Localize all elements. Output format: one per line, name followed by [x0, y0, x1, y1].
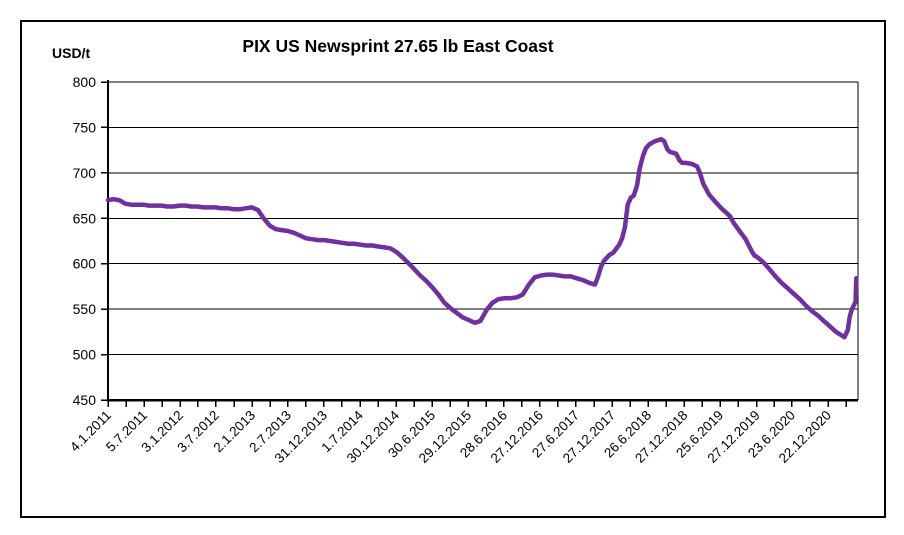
y-axis-unit-label: USD/t: [52, 45, 91, 61]
y-tick-label: 750: [73, 119, 97, 135]
y-tick-label: 650: [73, 210, 97, 226]
y-tick-label: 500: [73, 347, 97, 363]
series-line: [105, 136, 859, 340]
chart-title: PIX US Newsprint 27.65 lb East Coast: [242, 36, 554, 56]
y-tick-label: 800: [73, 74, 97, 90]
y-tick-label: 700: [73, 165, 97, 181]
y-tick-label: 450: [73, 392, 97, 408]
y-tick-label: 600: [73, 256, 97, 272]
chart-frame: [20, 20, 886, 518]
y-tick-label: 550: [73, 301, 97, 317]
